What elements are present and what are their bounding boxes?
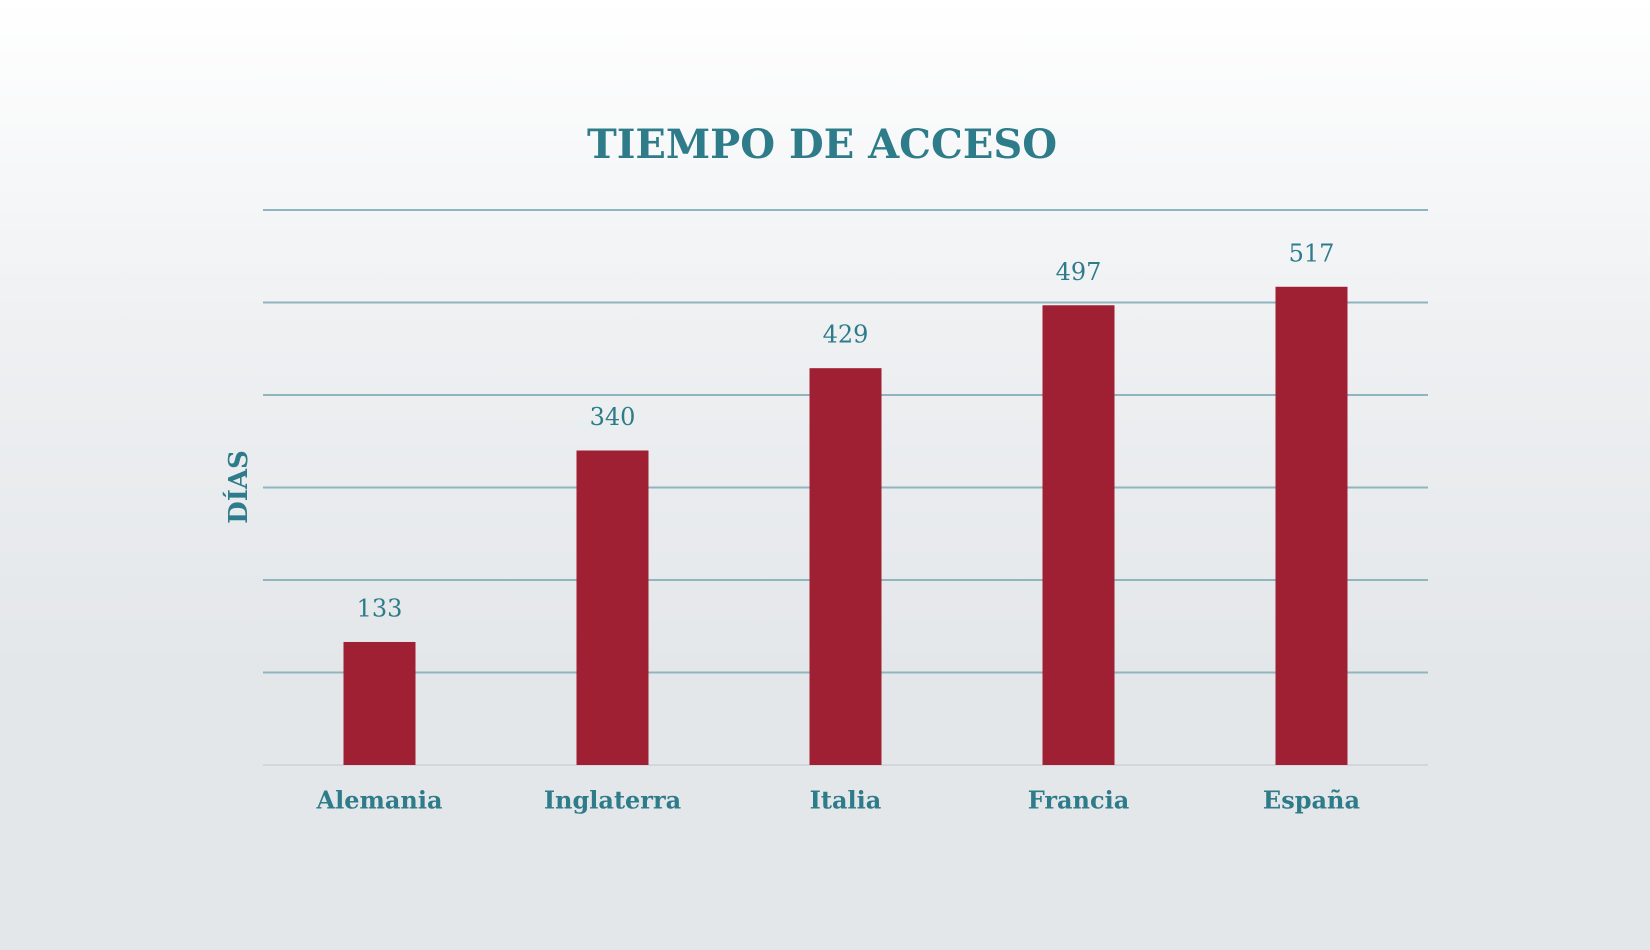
data-label: 429 [823, 321, 869, 349]
bar [576, 450, 649, 765]
x-tick-label: Inglaterra [544, 786, 681, 815]
bar [1042, 305, 1115, 765]
bar [1275, 286, 1348, 765]
bar [809, 368, 882, 765]
x-tick-label: Alemania [315, 786, 442, 815]
x-tick-label: Francia [1028, 786, 1130, 815]
y-axis-label: DÍAS [222, 450, 254, 524]
x-tick-label: Italia [810, 786, 882, 815]
x-tick-label: España [1263, 786, 1360, 815]
data-label: 497 [1056, 258, 1102, 286]
data-label: 133 [357, 594, 403, 622]
data-label: 517 [1289, 239, 1335, 267]
chart-title: TIEMPO DE ACCESO [587, 121, 1057, 168]
data-label: 340 [590, 403, 636, 431]
bar [343, 641, 416, 765]
